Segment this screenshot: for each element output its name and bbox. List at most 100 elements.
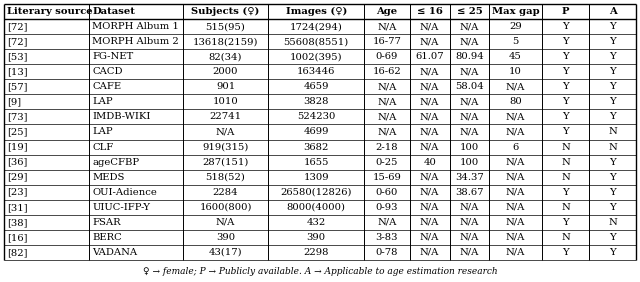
- Text: 8000(4000): 8000(4000): [287, 203, 346, 212]
- Text: 515(95): 515(95): [205, 22, 246, 31]
- Text: 4699: 4699: [303, 127, 329, 136]
- Text: Y: Y: [562, 67, 569, 76]
- Text: Y: Y: [562, 248, 569, 257]
- Text: N/A: N/A: [506, 113, 525, 122]
- Text: P: P: [562, 7, 570, 16]
- Text: Max gap: Max gap: [492, 7, 540, 16]
- Text: 524230: 524230: [297, 113, 335, 122]
- Text: [29]: [29]: [7, 173, 28, 182]
- Text: 26580(12826): 26580(12826): [280, 188, 352, 197]
- Text: 518(52): 518(52): [205, 173, 246, 182]
- Text: N/A: N/A: [420, 113, 439, 122]
- Text: FSAR: FSAR: [92, 218, 121, 227]
- Text: [72]: [72]: [7, 37, 28, 46]
- Text: N: N: [561, 203, 570, 212]
- Text: N: N: [561, 143, 570, 151]
- Text: N/A: N/A: [378, 127, 397, 136]
- Text: 1724(294): 1724(294): [290, 22, 342, 31]
- Text: 1002(395): 1002(395): [290, 52, 342, 61]
- Text: N/A: N/A: [460, 67, 479, 76]
- Text: Y: Y: [609, 158, 616, 167]
- Text: OUI-Adience: OUI-Adience: [92, 188, 157, 197]
- Text: LAP: LAP: [92, 97, 113, 106]
- Text: N/A: N/A: [420, 203, 439, 212]
- Text: [53]: [53]: [7, 52, 28, 61]
- Text: [25]: [25]: [7, 127, 28, 136]
- Text: 919(315): 919(315): [202, 143, 249, 151]
- Text: 55608(8551): 55608(8551): [284, 37, 349, 46]
- Text: 6: 6: [513, 143, 519, 151]
- Text: 40: 40: [423, 158, 436, 167]
- Text: N/A: N/A: [378, 97, 397, 106]
- Text: CACD: CACD: [92, 67, 123, 76]
- Text: 0-78: 0-78: [376, 248, 398, 257]
- Text: N/A: N/A: [420, 233, 439, 242]
- Text: 45: 45: [509, 52, 522, 61]
- Text: 2298: 2298: [303, 248, 329, 257]
- Text: Y: Y: [609, 233, 616, 242]
- Text: [16]: [16]: [7, 233, 28, 242]
- Text: N/A: N/A: [460, 218, 479, 227]
- Text: [38]: [38]: [7, 218, 28, 227]
- Text: BERC: BERC: [92, 233, 122, 242]
- Text: 29: 29: [509, 22, 522, 31]
- Text: ≤ 25: ≤ 25: [456, 7, 483, 16]
- Text: N/A: N/A: [460, 22, 479, 31]
- Text: 0-25: 0-25: [376, 158, 398, 167]
- Text: 100: 100: [460, 143, 479, 151]
- Text: N/A: N/A: [378, 82, 397, 91]
- Text: N/A: N/A: [460, 233, 479, 242]
- Text: Literary source: Literary source: [7, 7, 93, 16]
- Text: N/A: N/A: [420, 188, 439, 197]
- Text: LAP: LAP: [92, 127, 113, 136]
- Text: Y: Y: [609, 52, 616, 61]
- Text: N: N: [561, 173, 570, 182]
- Text: Y: Y: [609, 203, 616, 212]
- Text: Age: Age: [376, 7, 397, 16]
- Text: 3-83: 3-83: [376, 233, 398, 242]
- Text: N/A: N/A: [420, 22, 439, 31]
- Text: 901: 901: [216, 82, 235, 91]
- Text: MORPH Album 2: MORPH Album 2: [92, 37, 179, 46]
- Text: N/A: N/A: [506, 173, 525, 182]
- Text: Y: Y: [609, 113, 616, 122]
- Text: Y: Y: [609, 67, 616, 76]
- Text: N: N: [561, 158, 570, 167]
- Text: Y: Y: [609, 22, 616, 31]
- Text: ♀ → female; P → Publicly available. A → Applicable to age estimation research: ♀ → female; P → Publicly available. A → …: [143, 268, 497, 276]
- Text: Y: Y: [609, 248, 616, 257]
- Text: N: N: [608, 127, 617, 136]
- Text: 432: 432: [307, 218, 326, 227]
- Text: N: N: [561, 233, 570, 242]
- Text: 287(151): 287(151): [202, 158, 249, 167]
- Text: N/A: N/A: [460, 203, 479, 212]
- Text: N/A: N/A: [460, 97, 479, 106]
- Text: N/A: N/A: [378, 218, 397, 227]
- Text: IMDB-WIKI: IMDB-WIKI: [92, 113, 150, 122]
- Text: 0-69: 0-69: [376, 52, 398, 61]
- Text: N/A: N/A: [506, 188, 525, 197]
- Text: ageCFBP: ageCFBP: [92, 158, 140, 167]
- Text: 34.37: 34.37: [455, 173, 484, 182]
- Text: 80: 80: [509, 97, 522, 106]
- Text: [9]: [9]: [7, 97, 21, 106]
- Text: 2000: 2000: [212, 67, 238, 76]
- Text: Y: Y: [609, 173, 616, 182]
- Text: 1655: 1655: [303, 158, 329, 167]
- Text: MORPH Album 1: MORPH Album 1: [92, 22, 179, 31]
- Text: Y: Y: [609, 97, 616, 106]
- Text: Y: Y: [562, 82, 569, 91]
- Text: [23]: [23]: [7, 188, 28, 197]
- Text: N: N: [608, 218, 617, 227]
- Text: N/A: N/A: [216, 127, 236, 136]
- Text: 5: 5: [513, 37, 519, 46]
- Text: N/A: N/A: [506, 158, 525, 167]
- Text: 390: 390: [307, 233, 326, 242]
- Text: [19]: [19]: [7, 143, 28, 151]
- Text: Y: Y: [609, 37, 616, 46]
- Text: 43(17): 43(17): [209, 248, 243, 257]
- Text: Y: Y: [562, 22, 569, 31]
- Text: N/A: N/A: [216, 218, 236, 227]
- Text: Y: Y: [562, 188, 569, 197]
- Text: N/A: N/A: [460, 37, 479, 46]
